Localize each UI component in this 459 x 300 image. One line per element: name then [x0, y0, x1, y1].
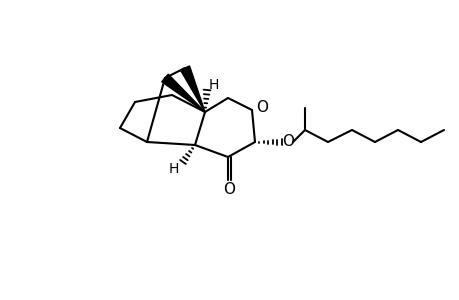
Polygon shape [162, 74, 205, 112]
Polygon shape [180, 66, 205, 112]
Text: H: H [168, 162, 179, 176]
Text: O: O [256, 100, 268, 115]
Text: O: O [223, 182, 235, 196]
Text: H: H [208, 78, 218, 92]
Text: O: O [281, 134, 293, 148]
